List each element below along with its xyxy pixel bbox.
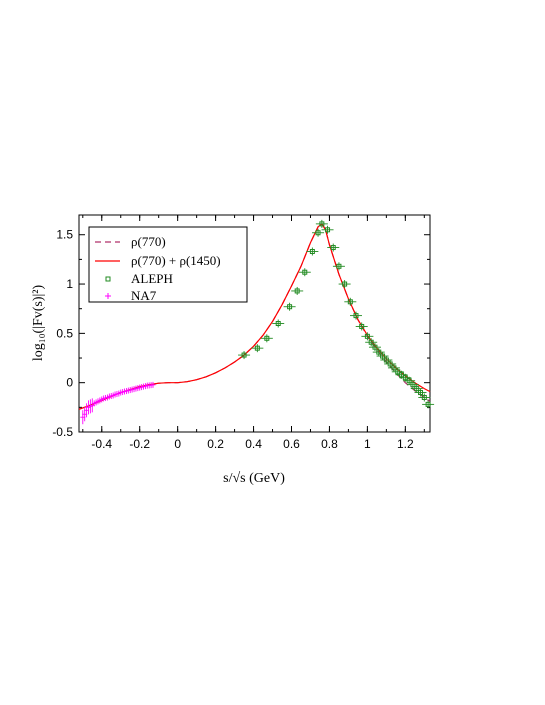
y-axis-ticks: -0.5 0 0.5 1 1.5 <box>52 228 430 439</box>
x-tick-label: 0.2 <box>207 437 224 451</box>
aleph-point <box>395 369 401 375</box>
aleph-point <box>380 353 386 359</box>
aleph-point <box>275 321 281 326</box>
aleph-point <box>294 288 300 294</box>
x-tick-label: -0.2 <box>129 437 150 451</box>
aleph-point <box>418 390 424 396</box>
legend-swatch-square <box>105 276 111 282</box>
x-axis-ticks: -0.4 -0.2 0 0.2 0.4 0.6 0.8 1 1.2 <box>82 215 425 451</box>
y-tick-label: 1.5 <box>56 228 73 242</box>
aleph-point <box>387 361 393 367</box>
legend-label: NA7 <box>131 288 157 303</box>
x-tick-label: 1.2 <box>397 437 414 451</box>
aleph-point <box>376 349 382 355</box>
y-tick-label: 0.5 <box>56 326 73 340</box>
aleph-point <box>421 394 427 400</box>
y-axis-title: log₁₀(|Fᴠ(s)|²) <box>31 284 46 361</box>
x-axis-title: s/√s (GeV) <box>223 471 285 486</box>
legend: ρ(770) ρ(770) + ρ(1450) ALEPH NA7 <box>88 226 248 303</box>
aleph-point <box>406 378 412 384</box>
aleph-point <box>330 245 336 251</box>
aleph-point <box>315 230 321 236</box>
y-tick-label: 0 <box>66 376 73 390</box>
aleph-point <box>399 372 405 378</box>
aleph-point <box>425 401 431 407</box>
aleph-point <box>414 386 420 392</box>
legend-label: ρ(770) <box>131 234 166 249</box>
aleph-point <box>254 345 260 351</box>
aleph-point <box>364 333 370 339</box>
y-tick-label: 1 <box>66 277 73 291</box>
aleph-point <box>241 352 247 358</box>
aleph-point <box>325 227 331 233</box>
aleph-point <box>353 313 359 319</box>
aleph-point <box>410 382 416 388</box>
legend-label: ρ(770) + ρ(1450) <box>131 253 221 268</box>
aleph-point <box>287 304 293 310</box>
aleph-point <box>368 339 374 345</box>
aleph-point <box>347 299 353 305</box>
x-tick-label: 0.4 <box>245 437 262 451</box>
legend-label: ALEPH <box>131 271 173 286</box>
series-layer <box>78 219 435 425</box>
aleph-point <box>342 281 348 287</box>
x-tick-label: 1 <box>364 437 371 451</box>
x-tick-label: 0.6 <box>283 437 300 451</box>
series-line <box>78 223 431 410</box>
x-tick-label: 0.8 <box>321 437 338 451</box>
aleph-point <box>319 221 325 227</box>
aleph-point <box>391 365 397 371</box>
aleph-point <box>336 263 342 269</box>
y-tick-label: -0.5 <box>52 425 73 439</box>
aleph-point <box>309 248 315 254</box>
aleph-point <box>372 344 378 350</box>
aleph-point <box>359 323 365 329</box>
aleph-point <box>264 335 270 341</box>
aleph-point <box>383 357 389 363</box>
aleph-point <box>402 375 408 381</box>
x-tick-label: 0 <box>174 437 181 451</box>
aleph-point <box>302 269 308 275</box>
x-tick-label: -0.4 <box>91 437 112 451</box>
plot-frame <box>78 214 431 433</box>
legend-box <box>88 226 248 303</box>
